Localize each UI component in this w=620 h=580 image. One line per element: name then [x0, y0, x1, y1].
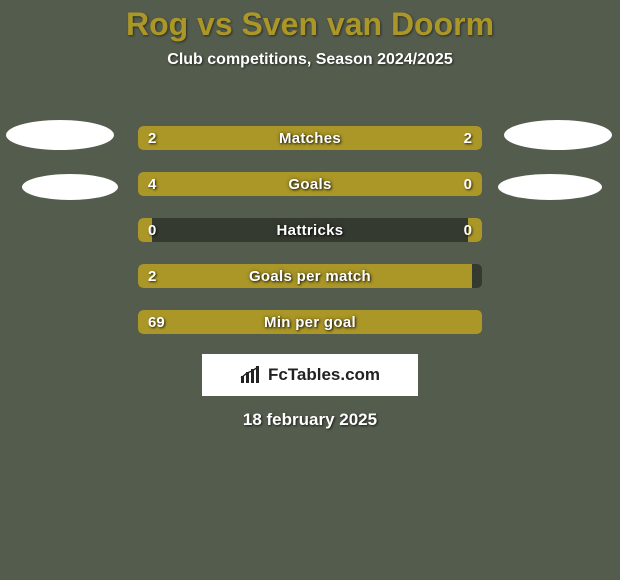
- stat-row: 2Goals per match: [138, 264, 482, 288]
- comparison-infographic: Rog vs Sven van Doorm Club competitions,…: [0, 0, 620, 580]
- logo-text: FcTables.com: [268, 365, 380, 385]
- page-title: Rog vs Sven van Doorm: [0, 0, 620, 43]
- stat-row: 00Hattricks: [138, 218, 482, 242]
- stat-row: 69Min per goal: [138, 310, 482, 334]
- decorative-ellipse: [504, 120, 612, 150]
- stat-row: 22Matches: [138, 126, 482, 150]
- decorative-ellipse: [22, 174, 118, 200]
- stat-label: Goals per match: [138, 264, 482, 288]
- decorative-ellipse: [498, 174, 602, 200]
- stat-row: 40Goals: [138, 172, 482, 196]
- stats-panel: 22Matches 40Goals 00Hattricks 2Goals per ma…: [138, 126, 482, 356]
- source-logo: FcTables.com: [202, 354, 418, 396]
- stat-label: Hattricks: [138, 218, 482, 242]
- chart-icon: [240, 366, 262, 384]
- stat-label: Matches: [138, 126, 482, 150]
- decorative-ellipse: [6, 120, 114, 150]
- subtitle: Club competitions, Season 2024/2025: [0, 51, 620, 69]
- stat-label: Min per goal: [138, 310, 482, 334]
- stat-label: Goals: [138, 172, 482, 196]
- date-text: 18 february 2025: [0, 410, 620, 430]
